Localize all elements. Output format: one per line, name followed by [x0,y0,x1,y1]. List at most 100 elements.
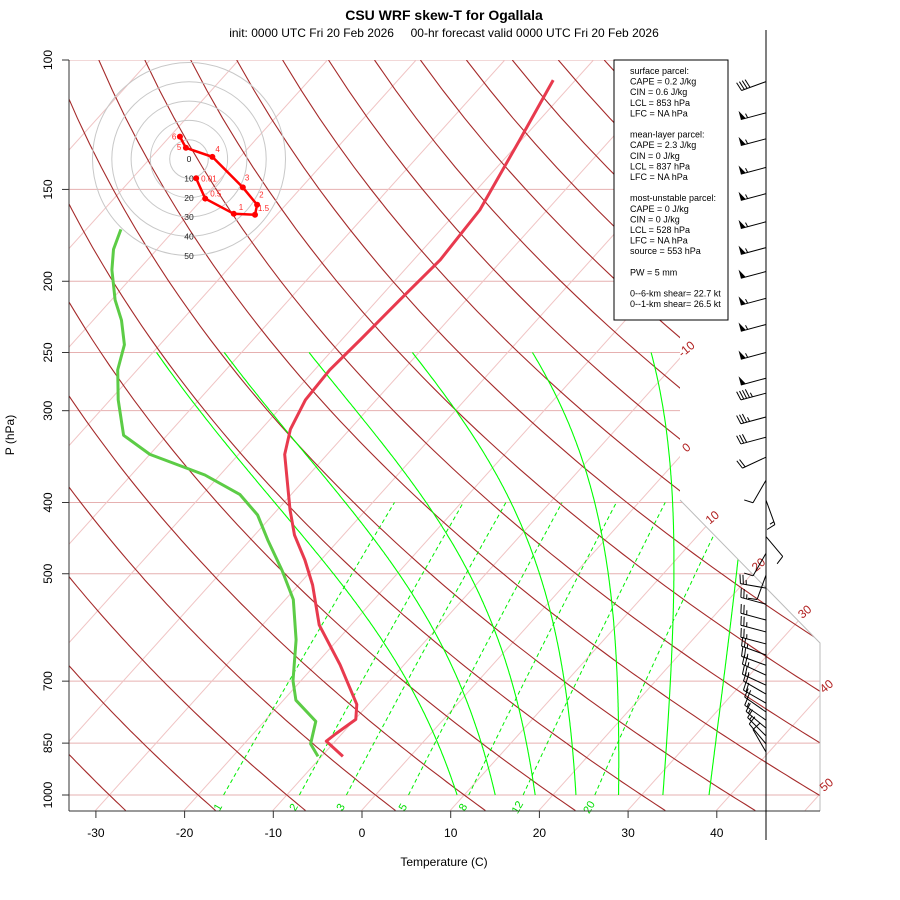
wind-barb-full [747,709,753,718]
wind-barb-staff [748,723,767,745]
info-box-line: LCL = 528 hPa [630,225,690,235]
mixing-ratio-label: 1 [212,802,225,813]
wind-barb-full [776,556,784,565]
wind-barb-full [739,459,746,468]
wind-barb [743,681,767,704]
wind-barb-half [746,643,749,649]
info-box-line: LFC = NA hPa [630,172,688,182]
wind-barb-staff [752,553,767,577]
hodograph-point-label: 4 [215,145,220,154]
wind-barb-full [741,389,748,399]
wind-barb-flag [738,245,746,255]
wind-barb [738,296,767,306]
wind-barb [752,722,767,753]
info-box-line: CIN = 0 J/kg [630,214,680,224]
wind-barb-staff [743,689,767,704]
wind-barb-half [745,194,749,199]
info-box-line: CIN = 0.6 J/kg [630,87,687,97]
wind-barb-staff [741,645,767,656]
wind-barb-half [745,168,749,173]
mixing-ratio-label: 2 [288,802,301,813]
hodograph-point [254,201,261,208]
wind-barb [739,574,767,589]
hodograph-point [176,133,183,140]
isotherm-line [627,60,820,811]
wind-barb-full [744,688,749,698]
hodograph-point-label: 5 [177,143,182,152]
wind-barb [738,322,767,332]
info-box-line: surface parcel: [630,66,689,76]
hodograph-point-label: 6 [172,133,177,142]
info-box-line: source = 553 hPa [630,246,701,256]
mixing-ratio-line [522,502,666,796]
y-tick-label: 700 [41,671,55,691]
wind-barb-half [745,222,749,227]
wind-barbs [736,79,784,753]
wind-barb-half [745,139,749,144]
dry-adiabat-line [374,60,820,811]
hodograph-point-label: 1.5 [258,204,270,213]
mixing-ratio-label: 3 [335,802,348,813]
wind-barb [744,553,767,577]
wind-barb-staff [740,583,767,589]
wind-barb-flag [738,219,746,229]
mixing-ratio-line [594,502,730,796]
dry-adiabat-line [69,60,576,811]
moist-adiabat-line [156,352,458,796]
wind-barb-full [745,703,751,712]
wind-barb [747,709,767,737]
y-axis-title: P (hPa) [3,415,17,455]
hodograph-point [193,175,200,182]
wind-barb [748,716,767,745]
wind-barb-flag [738,269,746,279]
mixing-ratio-line [298,502,464,796]
wind-barb-half [745,353,749,358]
dry-adiabat-line [69,60,396,811]
info-box-line: LFC = NA hPa [630,236,688,246]
wind-barb-full [744,656,748,666]
dry-adiabat-line [328,60,820,811]
wind-barb-full [736,435,742,445]
wind-barb-full [744,389,751,398]
dry-adiabat-line [69,60,756,811]
isotherm-line [69,60,594,811]
hodograph-ring-label: 40 [184,232,194,242]
wind-barb-staff [740,624,767,633]
wind-barb-staff [741,81,767,91]
wind-barb [741,647,767,666]
isotherm-line [69,60,417,811]
info-box-line: CAPE = 0.2 J/kg [630,77,696,87]
wind-barb-staff [752,479,767,503]
wind-barb [741,655,767,676]
x-tick-label: 40 [710,826,724,840]
wind-barb-full [752,722,761,730]
hodograph-point-label: 1 [239,203,244,212]
y-tick-label: 300 [41,400,55,420]
mixing-ratio-label: 5 [397,802,410,813]
wind-barb [738,219,767,229]
hodograph-point [239,184,246,191]
sounding-profiles [110,79,555,758]
hodograph-point [209,153,216,160]
info-box-line: 0--1-km shear= 26.5 kt [630,299,721,309]
y-tick-label: 100 [41,50,55,70]
wind-barb-half [749,715,753,720]
isotherm-line [894,60,900,811]
dry-adiabat-line [69,60,666,811]
wind-barb-staff [740,436,767,445]
moist-adiabat-line [531,352,620,795]
hodograph-point-label: 2 [259,191,264,200]
y-tick-label: 200 [41,271,55,291]
wind-barb-full [736,391,742,401]
wind-barb [740,615,767,633]
wind-barb [744,479,767,504]
hodograph-point-label: 3 [245,173,250,182]
hodograph-point [182,144,189,151]
wind-barb-flag [738,322,746,332]
dry-adiabat-line [190,60,820,811]
wind-barb-full [741,413,748,423]
wind-barb [738,269,767,279]
wind-barb-full [741,665,745,675]
wind-barb [736,389,767,401]
wind-barb-full [744,696,749,706]
